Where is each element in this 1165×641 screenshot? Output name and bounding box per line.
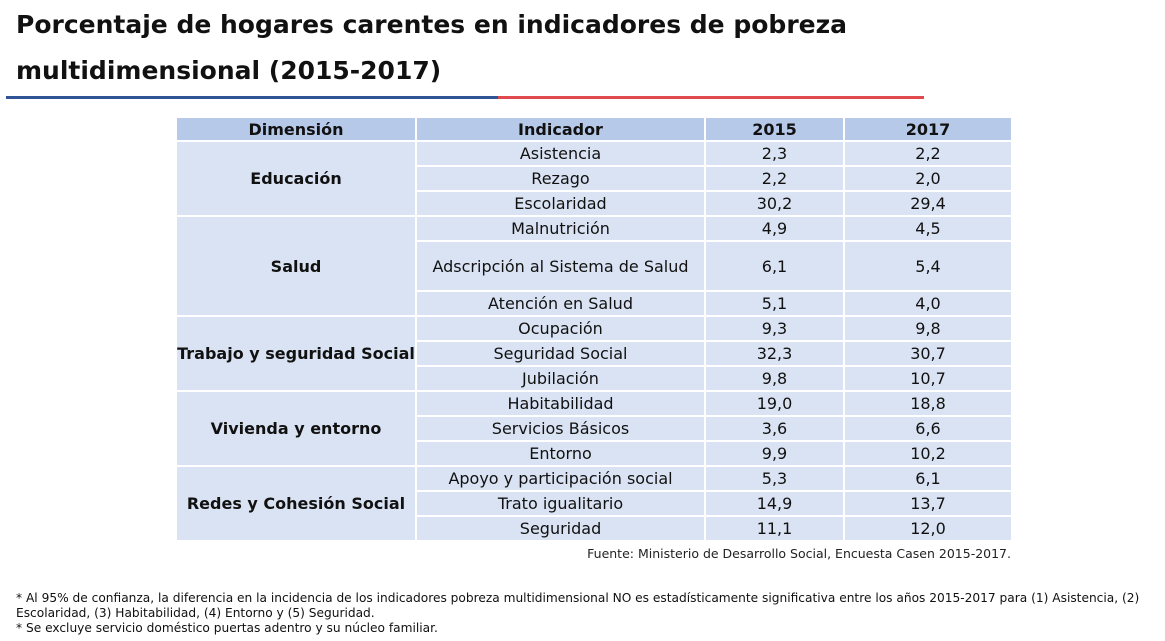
- source-note: Fuente: Ministerio de Desarrollo Social,…: [587, 546, 1011, 561]
- indicator-cell: Entorno: [416, 441, 706, 467]
- value-2015-cell: 9,8: [705, 366, 845, 392]
- indicator-cell: Malnutrición: [416, 216, 706, 242]
- indicator-cell: Escolaridad: [416, 191, 706, 217]
- table-row: Servicios Básicos 3,6 6,6: [177, 416, 1011, 442]
- value-2017-cell: 18,8: [844, 391, 1011, 417]
- table-row: Entorno 9,9 10,2: [177, 441, 1011, 467]
- indicator-cell: Adscripción al Sistema de Salud: [416, 241, 706, 292]
- indicator-cell: Habitabilidad: [416, 391, 706, 417]
- value-2017-cell: 2,2: [844, 141, 1011, 167]
- value-2017-cell: 10,2: [844, 441, 1011, 467]
- value-2017-cell: 13,7: [844, 491, 1011, 517]
- value-2015-cell: 2,3: [705, 141, 845, 167]
- table-header-row: Dimensión Indicador 2015 2017: [177, 118, 1011, 142]
- indicator-cell: Seguridad: [416, 516, 706, 542]
- dimension-cell: Salud: [177, 216, 417, 317]
- value-2017-cell: 6,1: [844, 466, 1011, 492]
- title-divider-blue: [6, 96, 498, 99]
- header-indicator: Indicador: [416, 118, 706, 142]
- table-row: Escolaridad 30,2 29,4: [177, 191, 1011, 217]
- value-2015-cell: 9,3: [705, 316, 845, 342]
- value-2017-cell: 10,7: [844, 366, 1011, 392]
- table-row: Educación Asistencia 2,3 2,2: [177, 141, 1011, 217]
- table-row: Salud Malnutrición 4,9 4,5: [177, 216, 1011, 317]
- indicator-cell: Apoyo y participación social: [416, 466, 706, 492]
- table-row: Seguridad Social 32,3 30,7: [177, 341, 1011, 367]
- value-2017-cell: 9,8: [844, 316, 1011, 342]
- value-2015-cell: 30,2: [705, 191, 845, 217]
- table-row: Trabajo y seguridad Social Ocupación 9,3…: [177, 316, 1011, 392]
- dimension-cell: Vivienda y entorno: [177, 391, 417, 467]
- dimension-cell: Educación: [177, 141, 417, 217]
- header-2017: 2017: [844, 118, 1011, 142]
- value-2017-cell: 29,4: [844, 191, 1011, 217]
- indicator-cell: Atención en Salud: [416, 291, 706, 317]
- value-2015-cell: 14,9: [705, 491, 845, 517]
- table-row: Redes y Cohesión Social Apoyo y particip…: [177, 466, 1011, 542]
- value-2015-cell: 5,3: [705, 466, 845, 492]
- table-row: Rezago 2,2 2,0: [177, 166, 1011, 192]
- dimension-cell: Trabajo y seguridad Social: [177, 316, 417, 392]
- footnotes: * Al 95% de confianza, la diferencia en …: [16, 591, 1161, 636]
- table-row: Atención en Salud 5,1 4,0: [177, 291, 1011, 317]
- page-title: Porcentaje de hogares carentes en indica…: [16, 10, 848, 85]
- value-2015-cell: 32,3: [705, 341, 845, 367]
- value-2017-cell: 6,6: [844, 416, 1011, 442]
- value-2015-cell: 2,2: [705, 166, 845, 192]
- table-row: Vivienda y entorno Habitabilidad 19,0 18…: [177, 391, 1011, 467]
- header-2015: 2015: [705, 118, 845, 142]
- indicator-cell: Rezago: [416, 166, 706, 192]
- indicator-cell: Trato igualitario: [416, 491, 706, 517]
- indicator-cell: Asistencia: [416, 141, 706, 167]
- footnote-exclusion: * Se excluye servicio doméstico puertas …: [16, 621, 438, 635]
- value-2015-cell: 5,1: [705, 291, 845, 317]
- value-2015-cell: 19,0: [705, 391, 845, 417]
- table-row: Seguridad 11,1 12,0: [177, 516, 1011, 542]
- value-2017-cell: 4,5: [844, 216, 1011, 242]
- indicator-cell: Ocupación: [416, 316, 706, 342]
- value-2015-cell: 3,6: [705, 416, 845, 442]
- value-2017-cell: 5,4: [844, 241, 1011, 292]
- indicator-cell: Servicios Básicos: [416, 416, 706, 442]
- value-2015-cell: 4,9: [705, 216, 845, 242]
- table-row: Adscripción al Sistema de Salud 6,1 5,4: [177, 241, 1011, 292]
- value-2015-cell: 9,9: [705, 441, 845, 467]
- footnote-significance: * Al 95% de confianza, la diferencia en …: [16, 591, 1140, 620]
- title-divider-red: [498, 96, 924, 99]
- value-2017-cell: 30,7: [844, 341, 1011, 367]
- value-2015-cell: 11,1: [705, 516, 845, 542]
- indicator-cell: Seguridad Social: [416, 341, 706, 367]
- dimension-cell: Redes y Cohesión Social: [177, 466, 417, 542]
- indicator-cell: Jubilación: [416, 366, 706, 392]
- value-2015-cell: 6,1: [705, 241, 845, 292]
- poverty-indicators-table: Dimensión Indicador 2015 2017 Educación …: [177, 118, 1011, 542]
- value-2017-cell: 2,0: [844, 166, 1011, 192]
- table-row: Jubilación 9,8 10,7: [177, 366, 1011, 392]
- value-2017-cell: 4,0: [844, 291, 1011, 317]
- header-dimension: Dimensión: [177, 118, 417, 142]
- value-2017-cell: 12,0: [844, 516, 1011, 542]
- table-row: Trato igualitario 14,9 13,7: [177, 491, 1011, 517]
